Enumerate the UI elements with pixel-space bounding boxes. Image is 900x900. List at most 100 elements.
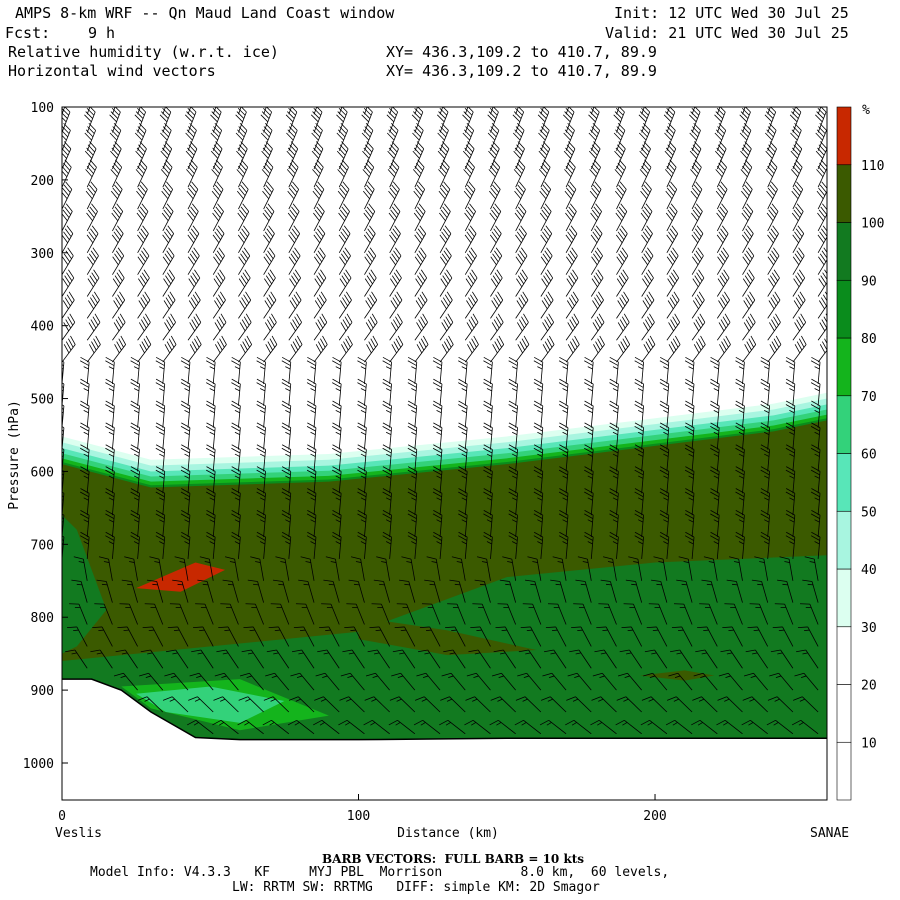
wind-barb <box>458 422 468 450</box>
wind-barb <box>760 444 771 472</box>
wind-barb <box>421 603 441 625</box>
wind-barb <box>288 247 301 275</box>
wind-barb <box>609 356 619 385</box>
wind-barb <box>613 107 625 133</box>
wind-barb <box>804 556 819 581</box>
wind-barb <box>136 181 148 210</box>
wind-barb <box>592 672 617 691</box>
x-start-label: Veslis <box>55 826 102 841</box>
wind-barb <box>651 579 668 603</box>
wind-barb <box>451 556 466 581</box>
wind-barb <box>222 579 239 603</box>
wind-barb <box>767 107 776 115</box>
wind-barb <box>237 719 264 735</box>
wind-barb <box>716 107 726 115</box>
wind-barb <box>180 400 191 428</box>
wind-barb <box>490 269 503 297</box>
wind-barb <box>432 378 443 406</box>
wind-barb <box>615 181 627 210</box>
wind-barb <box>741 203 754 232</box>
wind-barb <box>718 672 743 691</box>
wind-barb <box>306 488 317 516</box>
wind-barb <box>206 488 216 516</box>
wind-barb <box>596 626 617 647</box>
wind-barb <box>306 356 317 385</box>
wind-barb <box>357 378 367 406</box>
wind-barb <box>741 225 754 253</box>
wind-barb <box>584 400 594 428</box>
wind-barb <box>817 225 827 253</box>
wind-barb <box>497 603 517 625</box>
wind-barb <box>86 313 101 341</box>
wind-barb <box>167 626 189 647</box>
wind-barb <box>439 247 452 275</box>
wind-barb <box>691 247 704 275</box>
wind-barb <box>357 531 367 559</box>
wind-barb <box>342 649 365 669</box>
colorbar-swatch <box>836 510 852 570</box>
wind-barb <box>105 444 115 472</box>
wind-barb <box>243 626 264 647</box>
wind-barb <box>185 141 198 170</box>
wind-barb <box>180 531 191 559</box>
forecast-label: Fcst: <box>5 24 51 42</box>
wind-barb <box>281 378 292 406</box>
wind-barb <box>464 335 479 363</box>
wind-barb <box>62 335 76 363</box>
y-tick-label: 800 <box>31 611 54 626</box>
wind-barb <box>317 649 340 669</box>
wind-barb <box>772 626 794 647</box>
wind-barb <box>407 422 418 450</box>
wind-barb <box>538 122 550 151</box>
wind-barb <box>306 444 317 472</box>
wind-barb <box>256 510 266 538</box>
wind-barb <box>80 400 90 428</box>
wind-barb <box>206 510 216 538</box>
wind-barb <box>338 225 351 253</box>
wind-barb <box>256 356 266 385</box>
y-tick-label: 100 <box>31 101 54 116</box>
wind-barb <box>263 291 277 319</box>
wind-barb <box>235 122 248 151</box>
wind-barb <box>231 488 241 516</box>
wind-barb <box>286 122 298 151</box>
colorbar-swatch <box>836 741 852 801</box>
wind-barb <box>609 422 619 450</box>
wind-barb <box>483 466 493 494</box>
wind-barb <box>767 696 794 713</box>
wind-barb <box>539 719 567 735</box>
wind-barb <box>488 141 500 170</box>
wind-barb <box>164 672 189 691</box>
wind-barb <box>590 291 604 319</box>
wind-barb <box>256 466 266 494</box>
wind-barb <box>508 466 518 494</box>
wind-barb <box>673 603 693 625</box>
wind-barb <box>616 247 629 275</box>
wind-barb <box>537 107 550 133</box>
wind-barb <box>155 356 166 385</box>
wind-barb <box>639 141 651 170</box>
wind-barb <box>603 556 617 581</box>
wind-barb <box>533 378 544 406</box>
wind-barb <box>231 466 241 494</box>
wind-barb <box>564 159 576 188</box>
y-tick-label: 700 <box>31 538 54 553</box>
wind-barb <box>464 225 477 253</box>
wind-barb <box>389 269 402 297</box>
wind-barb <box>558 356 569 385</box>
wind-barb <box>247 579 265 603</box>
wind-barb <box>634 531 644 559</box>
wind-barb <box>815 107 827 133</box>
wind-barb <box>382 531 392 559</box>
wind-barb <box>684 444 695 472</box>
wind-barb <box>710 488 720 516</box>
wind-barb <box>590 313 605 341</box>
wind-barb <box>584 510 594 538</box>
wind-barb <box>263 225 275 253</box>
wind-barb <box>382 444 392 472</box>
wind-barb <box>716 291 730 319</box>
wind-barb <box>785 488 796 516</box>
wind-barb <box>62 181 73 210</box>
wind-barb <box>382 378 392 406</box>
y-tick-label: 200 <box>31 174 54 189</box>
